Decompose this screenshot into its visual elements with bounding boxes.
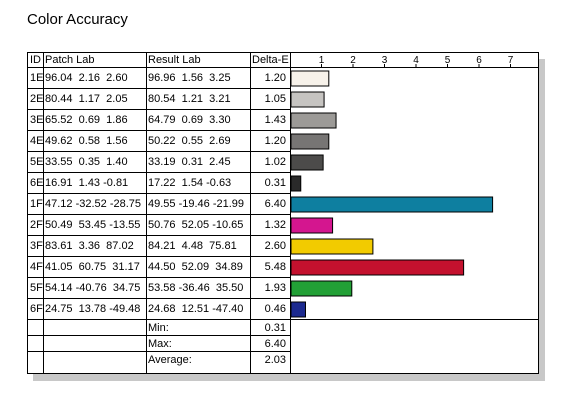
row-id: 3E [30, 114, 44, 126]
bar-1F [290, 196, 494, 213]
bar-5F [290, 280, 353, 297]
row-divider [28, 351, 290, 352]
row-result-lab: 33.19 0.31 2.45 [148, 156, 231, 168]
summary-label: Max: [148, 338, 172, 350]
row-patch-lab: 16.91 1.43 -0.81 [45, 177, 129, 189]
row-result-lab: 24.68 12.51 -47.40 [148, 303, 244, 315]
row-delta-e: 0.46 [264, 303, 286, 315]
row-patch-lab: 24.75 13.78 -49.48 [45, 303, 141, 315]
row-delta-e: 5.48 [264, 261, 286, 273]
row-result-lab: 80.54 1.21 3.21 [148, 93, 231, 105]
bar-5E [290, 154, 324, 171]
chart-title: Color Accuracy [27, 11, 128, 28]
bar-4E [290, 133, 330, 150]
row-delta-e: 6.40 [264, 198, 286, 210]
column-divider [43, 53, 44, 373]
row-patch-lab: 33.55 0.35 1.40 [45, 156, 128, 168]
summary-value: 0.31 [264, 322, 286, 334]
row-result-lab: 17.22 1.54 -0.63 [148, 177, 232, 189]
row-id: 6F [30, 303, 43, 315]
summary-value: 2.03 [264, 354, 286, 366]
row-patch-lab: 49.62 0.58 1.56 [45, 135, 128, 147]
row-delta-e: 1.20 [264, 135, 286, 147]
row-delta-e: 0.31 [264, 177, 286, 189]
row-id: 2F [30, 219, 43, 231]
row-result-lab: 49.55 -19.46 -21.99 [148, 198, 245, 210]
row-id: 2E [30, 93, 44, 105]
row-result-lab: 50.22 0.55 2.69 [148, 135, 231, 147]
row-id: 1E [30, 72, 44, 84]
row-patch-lab: 65.52 0.69 1.86 [45, 114, 128, 126]
row-patch-lab: 83.61 3.36 87.02 [45, 240, 134, 252]
row-result-lab: 44.50 52.09 34.89 [148, 261, 243, 273]
row-id: 4E [30, 135, 44, 147]
row-divider [28, 235, 290, 236]
row-divider [28, 298, 290, 299]
x-tick-label: 3 [382, 55, 388, 66]
x-tick-label: 7 [508, 55, 514, 66]
row-divider [28, 277, 290, 278]
x-tick-label: 2 [350, 55, 356, 66]
bar-6F [290, 301, 306, 318]
row-divider [28, 88, 290, 89]
row-id: 5F [30, 282, 43, 294]
summary-label: Min: [148, 322, 169, 334]
x-tick-label: 6 [476, 55, 482, 66]
row-patch-lab: 41.05 60.75 31.17 [45, 261, 140, 273]
row-divider [28, 130, 290, 131]
row-divider [28, 67, 538, 68]
row-result-lab: 84.21 4.48 75.81 [148, 240, 237, 252]
row-result-lab: 96.96 1.56 3.25 [148, 72, 231, 84]
row-patch-lab: 96.04 2.16 2.60 [45, 72, 128, 84]
row-id: 1F [30, 198, 43, 210]
bar-6E [290, 175, 302, 192]
row-patch-lab: 47.12 -32.52 -28.75 [45, 198, 142, 210]
row-delta-e: 2.60 [264, 240, 286, 252]
x-tick-label: 5 [445, 55, 451, 66]
row-patch-lab: 80.44 1.17 2.05 [45, 93, 128, 105]
header-id: ID [30, 54, 41, 66]
bar-2E [290, 91, 325, 108]
row-divider [28, 151, 290, 152]
row-id: 6E [30, 177, 44, 189]
column-divider [290, 53, 291, 373]
row-divider [28, 109, 290, 110]
x-tick-label: 1 [319, 55, 325, 66]
row-delta-e: 1.32 [264, 219, 286, 231]
row-result-lab: 64.79 0.69 3.30 [148, 114, 231, 126]
x-tick-label: 4 [413, 55, 419, 66]
row-delta-e: 1.05 [264, 93, 286, 105]
bar-2F [290, 217, 334, 234]
column-divider [146, 53, 147, 373]
row-divider [28, 214, 290, 215]
bar-1E [290, 70, 330, 87]
row-result-lab: 50.76 52.05 -10.65 [148, 219, 244, 231]
header-patch-lab: Patch Lab [45, 54, 95, 66]
header-delta-e: Delta-E [252, 54, 289, 66]
summary-label: Average: [148, 354, 192, 366]
row-delta-e: 1.02 [264, 156, 286, 168]
row-delta-e: 1.43 [264, 114, 286, 126]
row-divider [28, 319, 538, 320]
delta-e-bar-chart: 1 2 3 4 5 6 7 [290, 55, 514, 318]
row-patch-lab: 50.49 53.45 -13.55 [45, 219, 141, 231]
bar-4F [290, 259, 465, 276]
row-divider [28, 193, 290, 194]
bar-3E [290, 112, 337, 129]
bar-3F [290, 238, 374, 255]
row-patch-lab: 54.14 -40.76 34.75 [45, 282, 141, 294]
row-result-lab: 53.58 -36.46 35.50 [148, 282, 244, 294]
row-delta-e: 1.93 [264, 282, 286, 294]
row-id: 3F [30, 240, 43, 252]
summary-value: 6.40 [264, 338, 286, 350]
row-delta-e: 1.20 [264, 72, 286, 84]
row-divider [28, 256, 290, 257]
row-divider [28, 172, 290, 173]
row-divider [28, 335, 290, 336]
header-result-lab: Result Lab [148, 54, 201, 66]
row-id: 5E [30, 156, 44, 168]
row-id: 4F [30, 261, 43, 273]
color-accuracy-table: ID Patch Lab Result Lab Delta-E 1E 96.04 2.16… [27, 52, 539, 374]
column-divider [250, 53, 251, 373]
